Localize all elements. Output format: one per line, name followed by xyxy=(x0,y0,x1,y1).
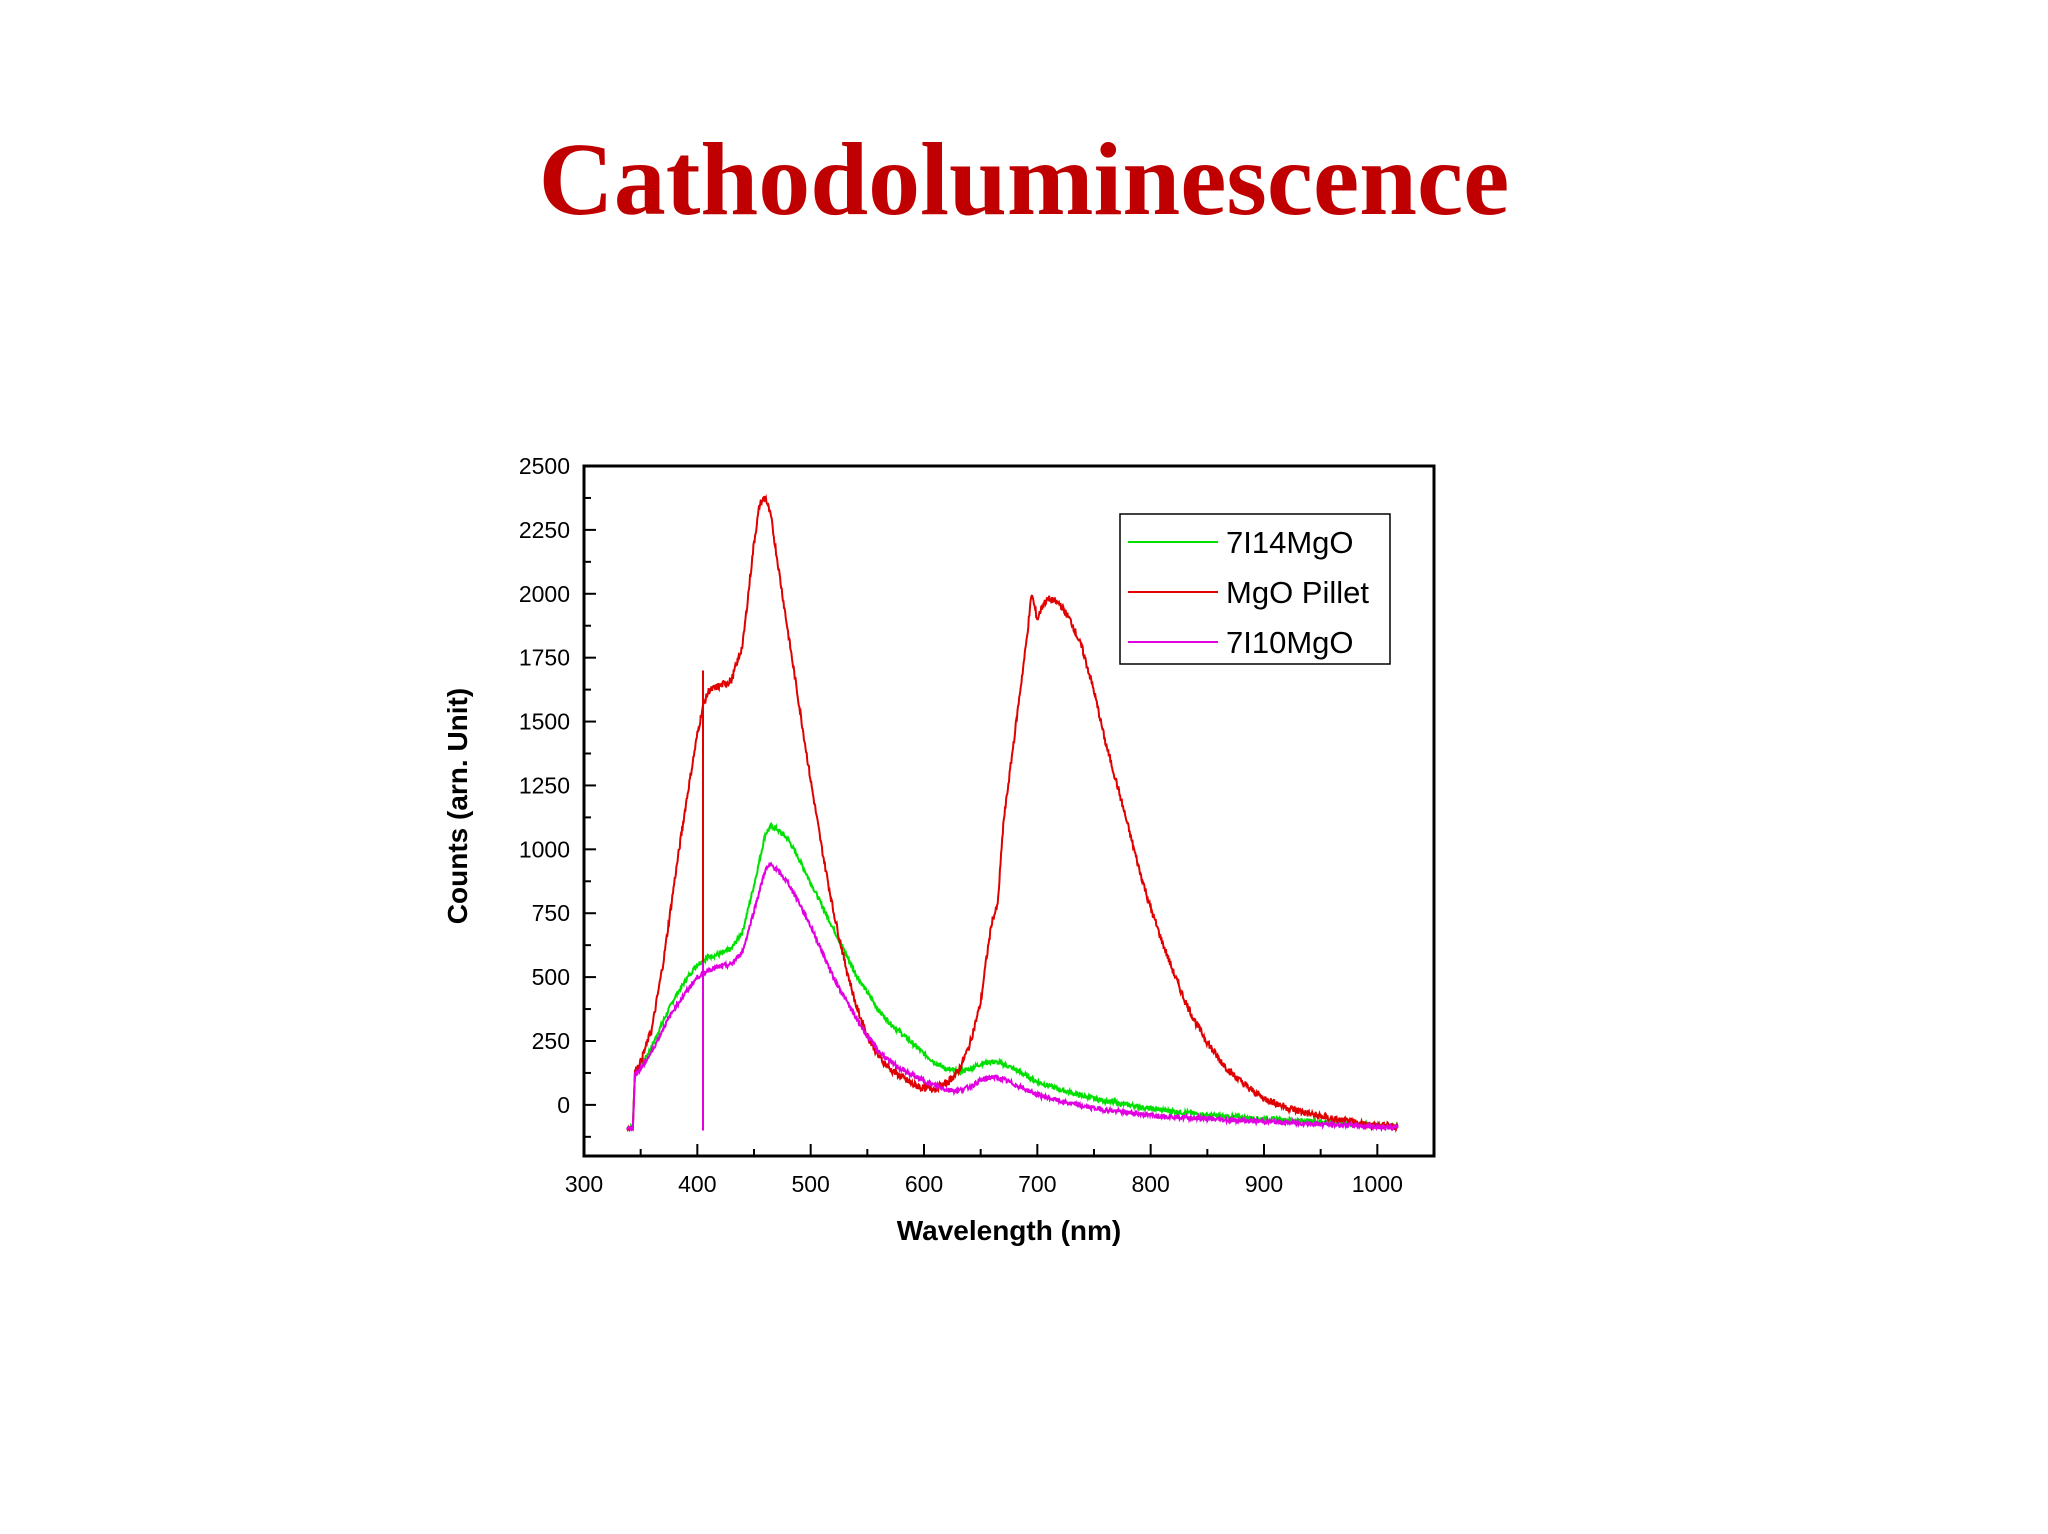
plot-frame xyxy=(582,464,1436,1158)
slide-title: Cathodoluminescence xyxy=(538,122,1510,237)
y-tick-label: 1250 xyxy=(519,772,570,798)
legend-label: 7I14MgO xyxy=(1226,525,1354,560)
x-tick-label: 500 xyxy=(791,1171,829,1197)
y-tick-label: 500 xyxy=(532,964,570,990)
series-line-7i10mgo xyxy=(626,861,1399,1133)
y-tick-label: 250 xyxy=(532,1028,570,1054)
y-tick-label: 2500 xyxy=(519,453,570,479)
x-axis-title: Wavelength (nm) xyxy=(897,1215,1122,1246)
x-tick-label: 300 xyxy=(565,1171,603,1197)
series-line-mgo-pillet xyxy=(626,493,1399,1134)
legend-label: 7I10MgO xyxy=(1226,625,1354,660)
y-tick-label: 1000 xyxy=(519,836,570,862)
x-tick-label: 900 xyxy=(1245,1171,1283,1197)
y-tick-label: 2250 xyxy=(519,517,570,543)
x-tick-label: 400 xyxy=(678,1171,716,1197)
legend-box xyxy=(1119,513,1391,665)
legend: 7I14MgO MgO Pillet 7I10MgO xyxy=(1119,513,1391,665)
x-tick-label: 800 xyxy=(1131,1171,1169,1197)
y-tick-label: 1750 xyxy=(519,645,570,671)
legend-label: MgO Pillet xyxy=(1226,575,1369,610)
y-axis-title: Counts (arn. Unit) xyxy=(442,688,473,924)
x-tick-label: 700 xyxy=(1018,1171,1056,1197)
x-axis: 300 400 500 600 700 800 900 1000 xyxy=(565,1144,1403,1197)
y-axis: 0 250 500 750 1000 1250 1500 1750 2000 2250 2500 xyxy=(519,453,596,1138)
y-tick-label: 1500 xyxy=(519,709,570,735)
x-tick-label: 1000 xyxy=(1352,1171,1403,1197)
y-tick-label: 0 xyxy=(557,1092,570,1118)
y-tick-label: 750 xyxy=(532,900,570,926)
x-tick-label: 600 xyxy=(905,1171,943,1197)
series-layer xyxy=(626,493,1399,1134)
y-tick-label: 2000 xyxy=(519,581,570,607)
